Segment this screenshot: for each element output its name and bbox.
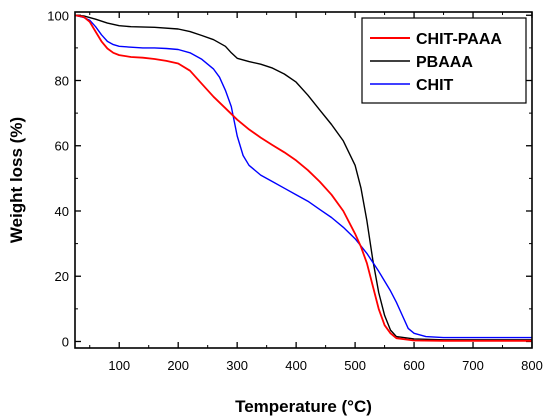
series-line-pbaaa (74, 14, 532, 341)
x-tick-label: 200 (167, 358, 189, 373)
y-axis-title: Weight loss (%) (7, 117, 26, 243)
legend-label: CHIT (416, 77, 454, 94)
series-line-chit-paaa (74, 14, 532, 342)
y-tick-label: 80 (55, 74, 69, 89)
y-tick-label: 60 (55, 139, 69, 154)
x-tick-label: 600 (403, 358, 425, 373)
x-tick-label: 700 (462, 358, 484, 373)
y-tick-labels: 0 20 40 60 80 100 (47, 8, 69, 349)
y-tick-label: 0 (62, 334, 69, 349)
x-tick-label: 400 (285, 358, 307, 373)
axis-ticks (75, 12, 533, 348)
series-line-chit (74, 14, 532, 339)
x-tick-label: 800 (521, 358, 543, 373)
y-tick-label: 40 (55, 204, 69, 219)
plot-frame (74, 11, 533, 349)
x-tick-label: 500 (344, 358, 366, 373)
y-tick-label: 20 (55, 269, 69, 284)
y-tick-label: 100 (47, 8, 69, 23)
x-tick-label: 300 (226, 358, 248, 373)
legend: CHIT-PAAA PBAAA CHIT (361, 17, 527, 104)
legend-label: PBAAA (416, 54, 473, 71)
legend-label: CHIT-PAAA (416, 31, 502, 48)
series-lines (74, 14, 532, 342)
x-tick-label: 100 (108, 358, 130, 373)
x-axis-title: Temperature (°C) (235, 397, 372, 416)
x-tick-labels: 100 200 300 400 500 600 700 800 (108, 358, 542, 373)
